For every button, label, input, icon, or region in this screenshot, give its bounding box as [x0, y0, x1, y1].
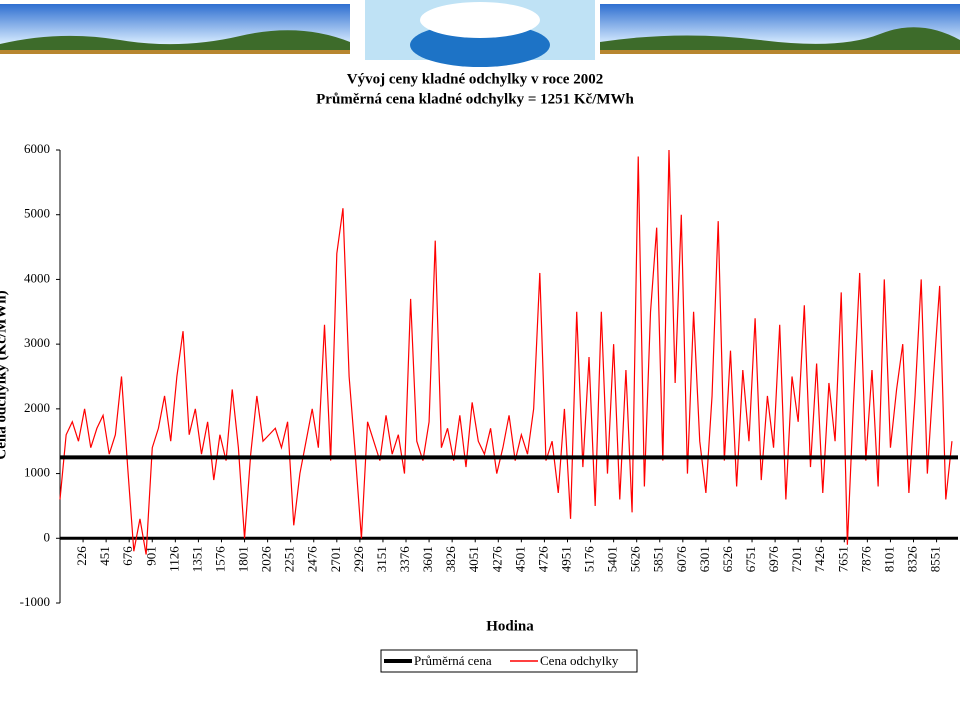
x-tick-label: 4726: [535, 546, 550, 573]
x-tick-label: 901: [143, 546, 158, 566]
x-tick-label: 4951: [558, 546, 573, 572]
y-tick-label: 5000: [24, 206, 50, 221]
x-tick-label: 676: [120, 546, 135, 566]
x-tick-label: 3601: [420, 546, 435, 572]
x-tick-label: 5851: [651, 546, 666, 572]
y-tick-label: 6000: [24, 141, 50, 156]
y-axis-label: Cena odchylky (Kč/MWh): [0, 290, 9, 459]
x-tick-label: 6526: [720, 546, 735, 573]
x-tick-label: 2926: [351, 546, 366, 573]
y-tick-label: 0: [44, 529, 51, 544]
x-tick-label: 8551: [928, 546, 943, 572]
x-tick-label: 6301: [697, 546, 712, 572]
x-tick-label: 8326: [904, 546, 919, 573]
chart-title: Vývoj ceny kladné odchylky v roce 2002: [347, 71, 603, 87]
x-tick-label: 1126: [166, 546, 181, 572]
x-tick-label: 2701: [328, 546, 343, 572]
x-tick-label: 3151: [374, 546, 389, 572]
x-tick-label: 4501: [512, 546, 527, 572]
banner: [0, 0, 960, 67]
x-tick-label: 7876: [858, 546, 873, 573]
x-tick-label: 3826: [443, 546, 458, 573]
x-tick-label: 4051: [466, 546, 481, 572]
x-tick-label: 1576: [212, 546, 227, 573]
series-line: [59, 149, 953, 555]
x-tick-label: 7426: [812, 546, 827, 573]
legend-box: [380, 649, 638, 673]
x-tick-label: 2026: [259, 546, 274, 573]
x-tick-label: 5401: [605, 546, 620, 572]
x-tick-label: 6751: [743, 546, 758, 572]
x-tick-label: 1801: [236, 546, 251, 572]
y-tick-label: -1000: [20, 594, 50, 609]
y-tick-label: 2000: [24, 400, 50, 415]
x-tick-label: 5626: [628, 546, 643, 573]
chart-subtitle: Průměrná cena kladné odchylky = 1251 Kč/…: [316, 91, 634, 107]
x-tick-label: 4276: [489, 546, 504, 573]
x-tick-label: 7651: [835, 546, 850, 572]
y-tick-label: 3000: [24, 335, 50, 350]
x-tick-label: 5176: [582, 546, 597, 573]
x-tick-label: 1351: [189, 546, 204, 572]
x-tick-label: 2251: [282, 546, 297, 572]
y-tick-label: 1000: [24, 465, 50, 480]
x-tick-label: 6976: [766, 546, 781, 573]
legend-label: Průměrná cena: [414, 653, 492, 668]
x-tick-label: 2476: [305, 546, 320, 573]
x-tick-label: 6076: [674, 546, 689, 573]
legend-label: Cena odchylky: [540, 653, 619, 668]
x-tick-label: 7201: [789, 546, 804, 572]
x-tick-label: 451: [97, 546, 112, 566]
y-tick-label: 4000: [24, 270, 50, 285]
x-axis-label: Hodina: [486, 618, 534, 634]
x-tick-label: 8101: [881, 546, 896, 572]
x-tick-label: 3376: [397, 546, 412, 573]
x-tick-label: 226: [74, 546, 89, 566]
